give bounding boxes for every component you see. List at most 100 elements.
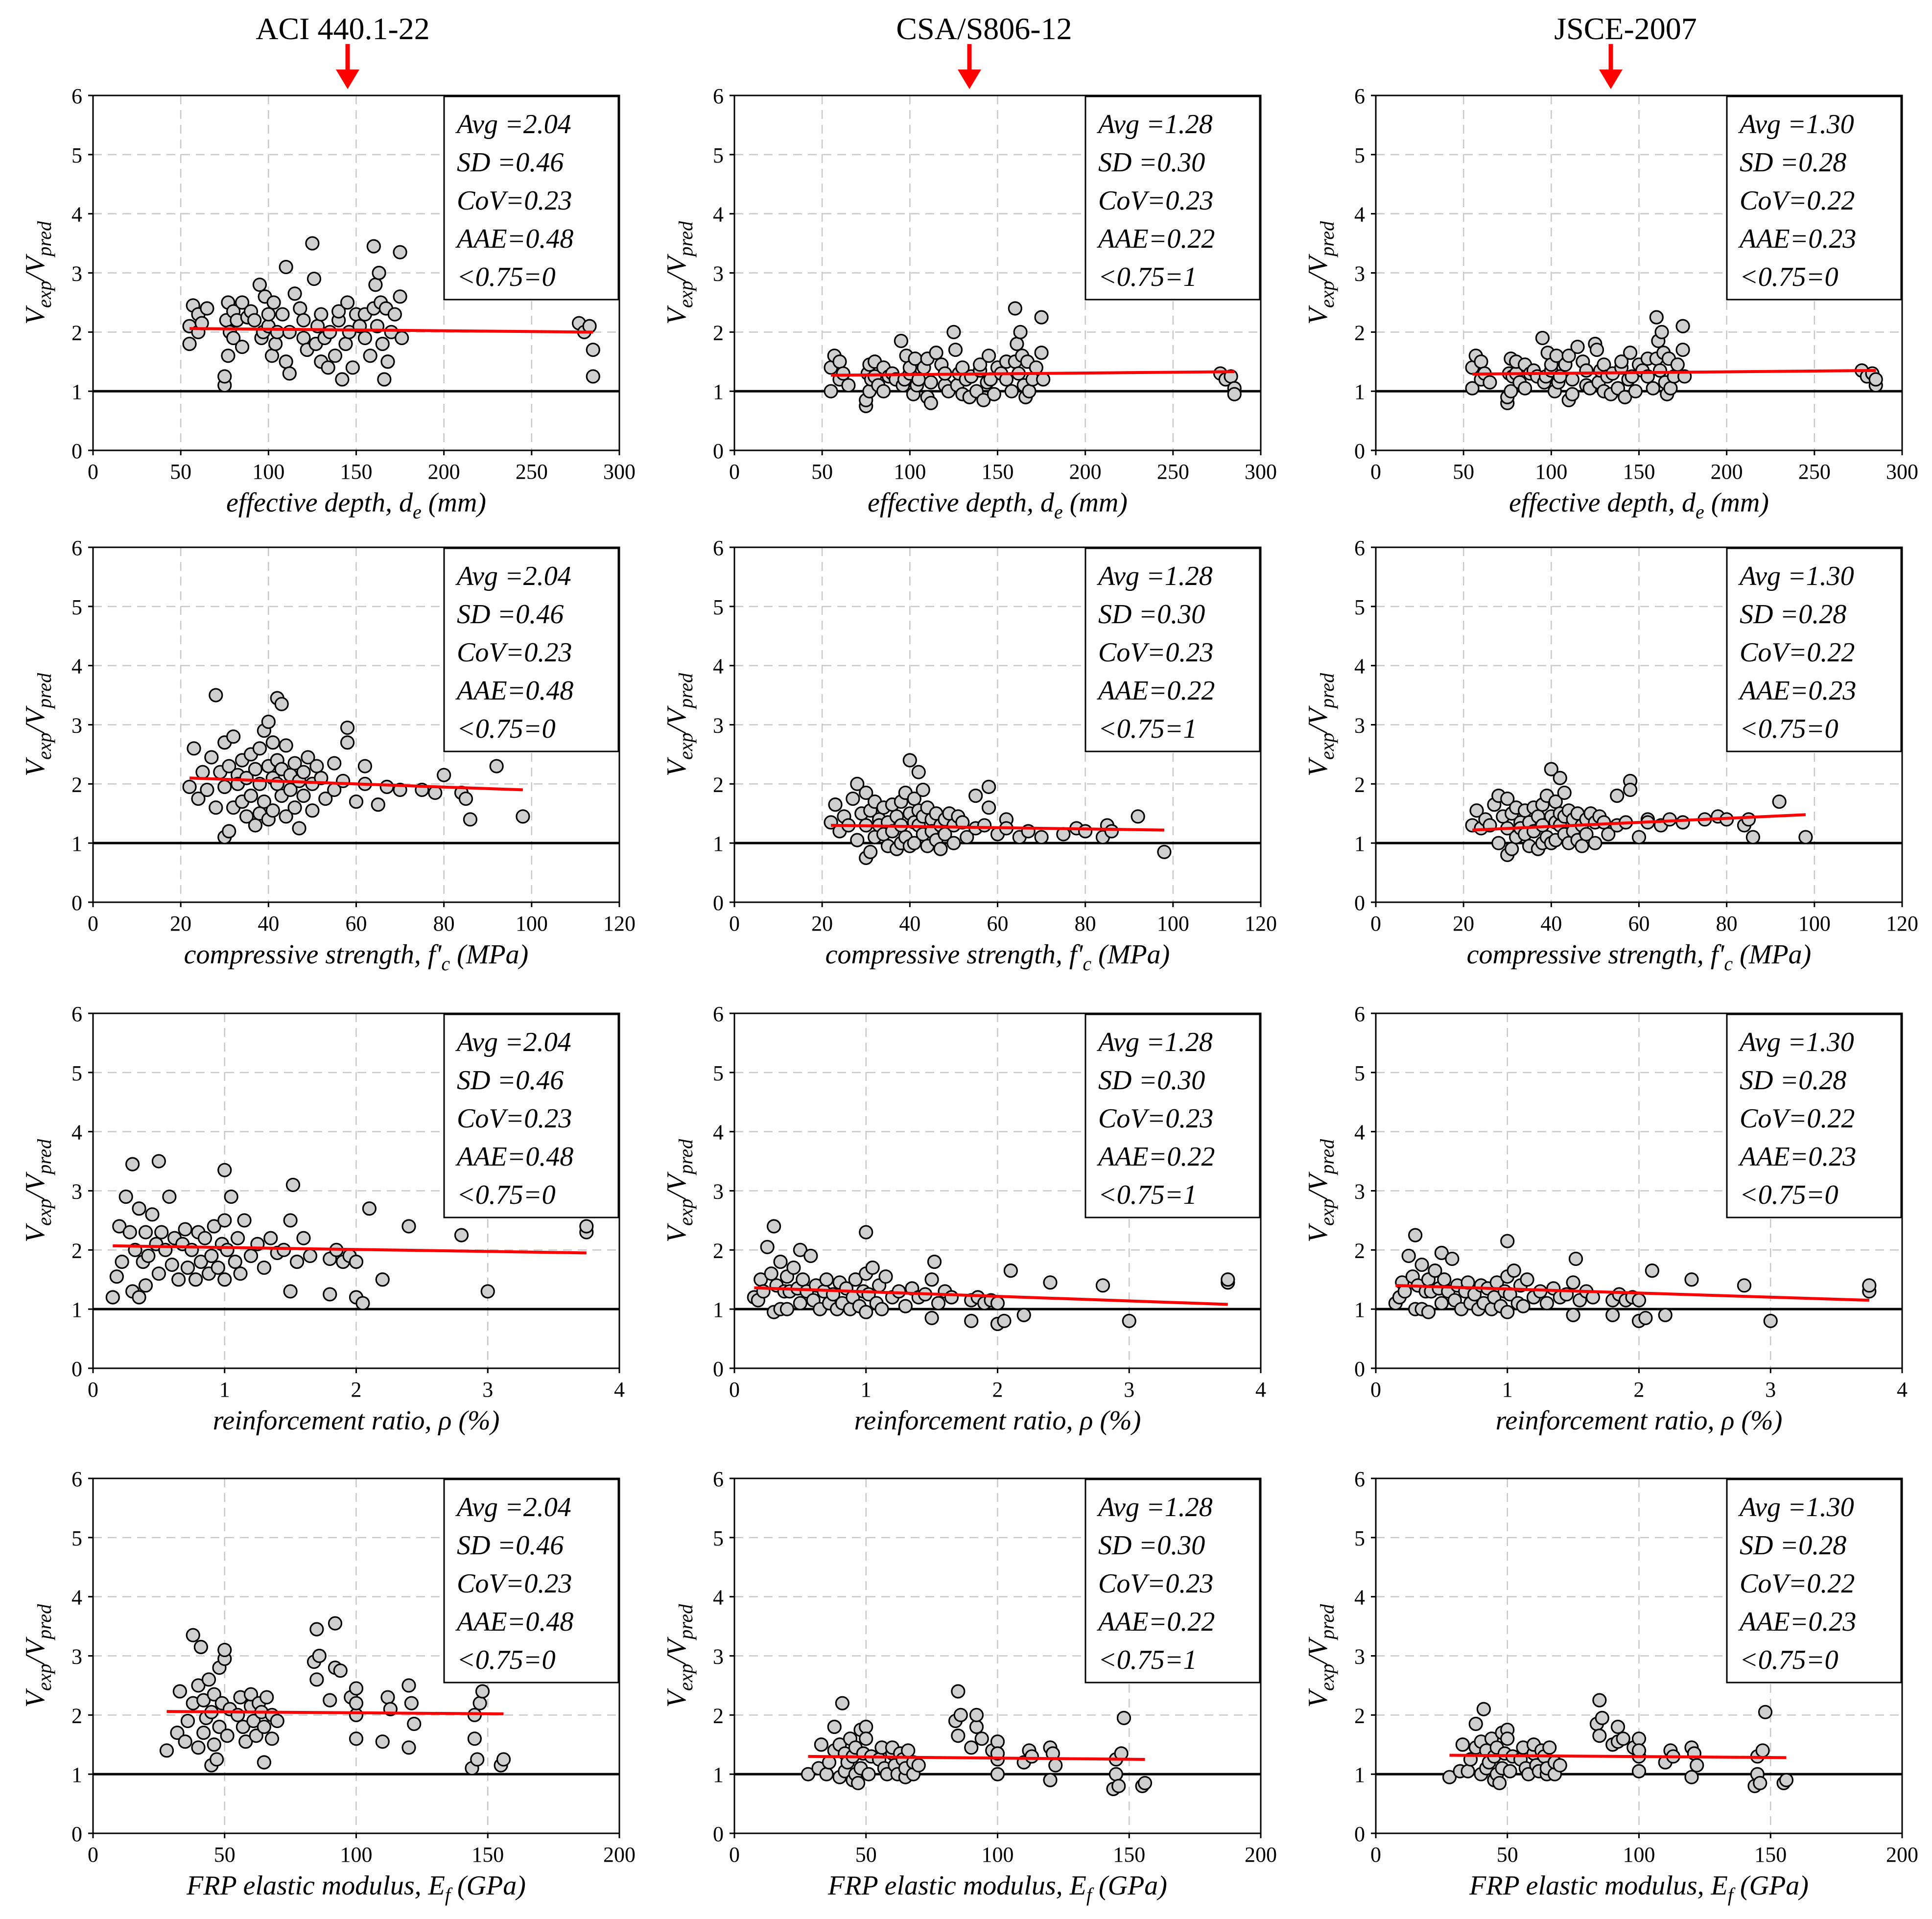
data-point (1016, 1308, 1031, 1322)
stat-line: CoV=0.23 (1098, 1103, 1213, 1134)
data-point (1623, 782, 1638, 797)
data-point (243, 1687, 259, 1702)
column-title: CSA/S806-12 (896, 11, 1072, 46)
trend-line (831, 370, 1235, 377)
data-point (1779, 1773, 1794, 1787)
data-point (109, 1269, 124, 1284)
data-point (138, 1225, 153, 1240)
trend-line (1395, 1284, 1869, 1302)
y-tick-label: 5 (713, 1061, 724, 1085)
data-point (964, 1740, 979, 1755)
x-tick-label: 150 (340, 460, 373, 484)
red-arrow-icon (1599, 44, 1623, 89)
column-title: JSCE-2007 (1554, 11, 1697, 46)
y-tick-label: 4 (71, 655, 82, 679)
scatter-panel: 0 20 40 60 80 100 120 0 1 2 3 4 5 6 compressive streng… (1303, 536, 1918, 975)
data-point (848, 1272, 863, 1287)
x-tick-label: 80 (1075, 912, 1096, 936)
stats-box: Avg =1.28 SD =0.30 CoV=0.23 AAE=0.22 <0.75=1 (1084, 1478, 1261, 1684)
y-tick-label: 1 (1354, 380, 1365, 404)
stat-line: SD =0.46 (457, 1530, 564, 1561)
data-point (1465, 381, 1480, 396)
data-point (773, 1254, 788, 1269)
data-point (1568, 1251, 1583, 1266)
data-point (1670, 357, 1685, 372)
data-point (1675, 815, 1690, 830)
data-point (314, 307, 329, 322)
y-tick-label: 4 (713, 655, 724, 679)
data-point (1753, 1776, 1767, 1790)
data-point (296, 788, 311, 803)
data-point (876, 384, 891, 398)
data-point (246, 1713, 261, 1729)
data-point (323, 1693, 337, 1708)
stat-line: SD =0.46 (457, 1065, 564, 1096)
y-tick-label: 5 (1354, 1526, 1365, 1550)
data-point (987, 387, 1001, 401)
data-point (333, 1663, 348, 1678)
data-point (200, 782, 214, 797)
data-point (1663, 381, 1678, 396)
data-point (1043, 1773, 1058, 1787)
data-point (296, 330, 311, 346)
data-point (349, 1708, 364, 1722)
data-point (247, 313, 262, 328)
data-point (516, 809, 530, 824)
data-point (1505, 842, 1519, 856)
trend-line (831, 823, 1164, 832)
x-tick-label: 50 (170, 460, 191, 484)
stat-line: AAE=0.48 (455, 1142, 573, 1172)
data-point (340, 720, 355, 735)
x-tick-label: 0 (1370, 460, 1381, 484)
data-point (305, 803, 320, 818)
y-tick-label: 0 (713, 439, 724, 463)
x-tick-label: 0 (1370, 1843, 1381, 1867)
data-point (1034, 310, 1049, 325)
stat-line: CoV=0.23 (457, 1103, 572, 1134)
data-point (981, 800, 996, 815)
data-point (145, 1207, 160, 1222)
red-arrow-icon (958, 44, 981, 89)
data-point (211, 1260, 225, 1275)
x-tick-label: 100 (982, 1843, 1014, 1867)
x-tick-label: 300 (1245, 460, 1277, 484)
data-point (1137, 1776, 1153, 1790)
x-tick-label: 3 (1765, 1378, 1776, 1402)
data-point (974, 1732, 989, 1746)
stat-line: CoV=0.23 (1098, 637, 1213, 668)
data-point (375, 1272, 390, 1287)
data-point (231, 1231, 245, 1245)
data-point (363, 349, 377, 363)
data-point (1631, 1764, 1647, 1779)
y-tick-label: 2 (71, 1704, 82, 1728)
data-point (1631, 1732, 1647, 1746)
data-point (1442, 1770, 1457, 1784)
data-point (874, 1302, 889, 1316)
data-point (579, 1219, 594, 1234)
data-point (927, 1254, 942, 1269)
data-point (327, 756, 342, 771)
data-point (274, 697, 289, 711)
y-axis-label: Vexp/Vpred (20, 221, 55, 325)
data-point (193, 1639, 208, 1654)
data-point (328, 349, 343, 363)
stat-line: CoV=0.23 (457, 1568, 572, 1599)
y-tick-label: 0 (713, 1822, 724, 1846)
x-tick-label: 1 (1502, 1378, 1513, 1402)
data-points (159, 1616, 511, 1776)
data-point (1658, 1308, 1673, 1322)
data-points (1442, 1693, 1794, 1793)
y-axis-label: Vexp/Vpred (661, 1604, 697, 1708)
y-tick-label: 6 (713, 536, 724, 560)
stat-line: Avg =2.04 (455, 1492, 571, 1522)
data-point (285, 1177, 301, 1193)
data-point (220, 1729, 235, 1743)
y-tick-label: 5 (713, 143, 724, 167)
data-point (321, 360, 335, 375)
scatter-panel: 0 50 100 150 200 0 1 2 3 4 5 6 FRP elastic modulus, … (661, 1467, 1277, 1906)
stat-line: SD =0.30 (1098, 1065, 1205, 1096)
data-point (362, 1201, 377, 1216)
data-point (1517, 381, 1532, 396)
data-point (196, 1693, 211, 1708)
data-point (1610, 1719, 1626, 1734)
